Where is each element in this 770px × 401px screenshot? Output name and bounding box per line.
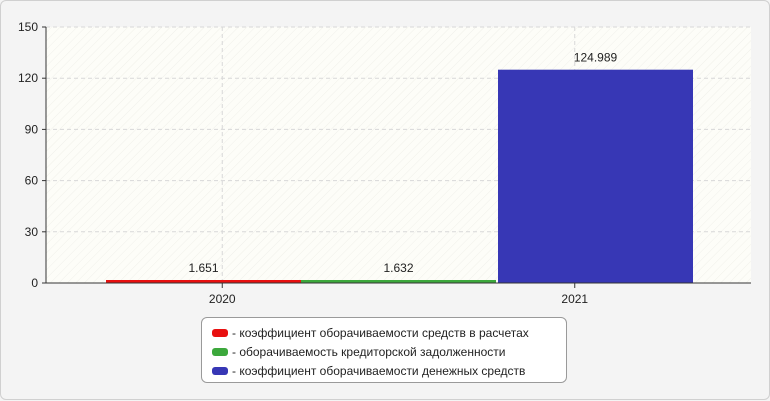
y-tick-label: 30 <box>25 225 39 239</box>
bar <box>301 280 496 283</box>
x-tick-label: 2020 <box>209 292 236 306</box>
x-tick-label: 2021 <box>561 292 588 306</box>
legend-item: - коэффициент оборачиваемости средств в … <box>212 323 566 342</box>
legend-item-label: - коэффициент оборачиваемости средств в … <box>232 325 529 340</box>
y-tick-label: 120 <box>18 71 38 85</box>
bar <box>106 280 301 283</box>
axes <box>42 26 751 288</box>
labels: 0 30 60 90 120 150 2020 2021 1.651 1.632 124.989 <box>18 20 618 306</box>
legend-swatch-red <box>212 328 228 337</box>
legend-item-label: - оборачиваемость кредиторской задолженн… <box>232 344 506 359</box>
legend: - коэффициент оборачиваемости средств в … <box>201 317 567 383</box>
y-tick-label: 150 <box>18 20 38 34</box>
legend-item: - оборачиваемость кредиторской задолженн… <box>212 342 566 361</box>
data-label: 124.989 <box>574 51 618 65</box>
legend-swatch-blue <box>212 366 228 375</box>
bars <box>106 69 693 283</box>
y-tick-label: 0 <box>31 276 38 290</box>
legend-item-label: - коэффициент оборачиваемости денежных с… <box>232 363 526 378</box>
data-label: 1.651 <box>188 261 218 275</box>
legend-swatch-green <box>212 347 228 356</box>
data-label: 1.632 <box>383 261 413 275</box>
bar <box>498 69 693 283</box>
y-tick-label: 60 <box>25 174 39 188</box>
y-tick-label: 90 <box>25 122 39 136</box>
legend-item: - коэффициент оборачиваемости денежных с… <box>212 361 566 380</box>
